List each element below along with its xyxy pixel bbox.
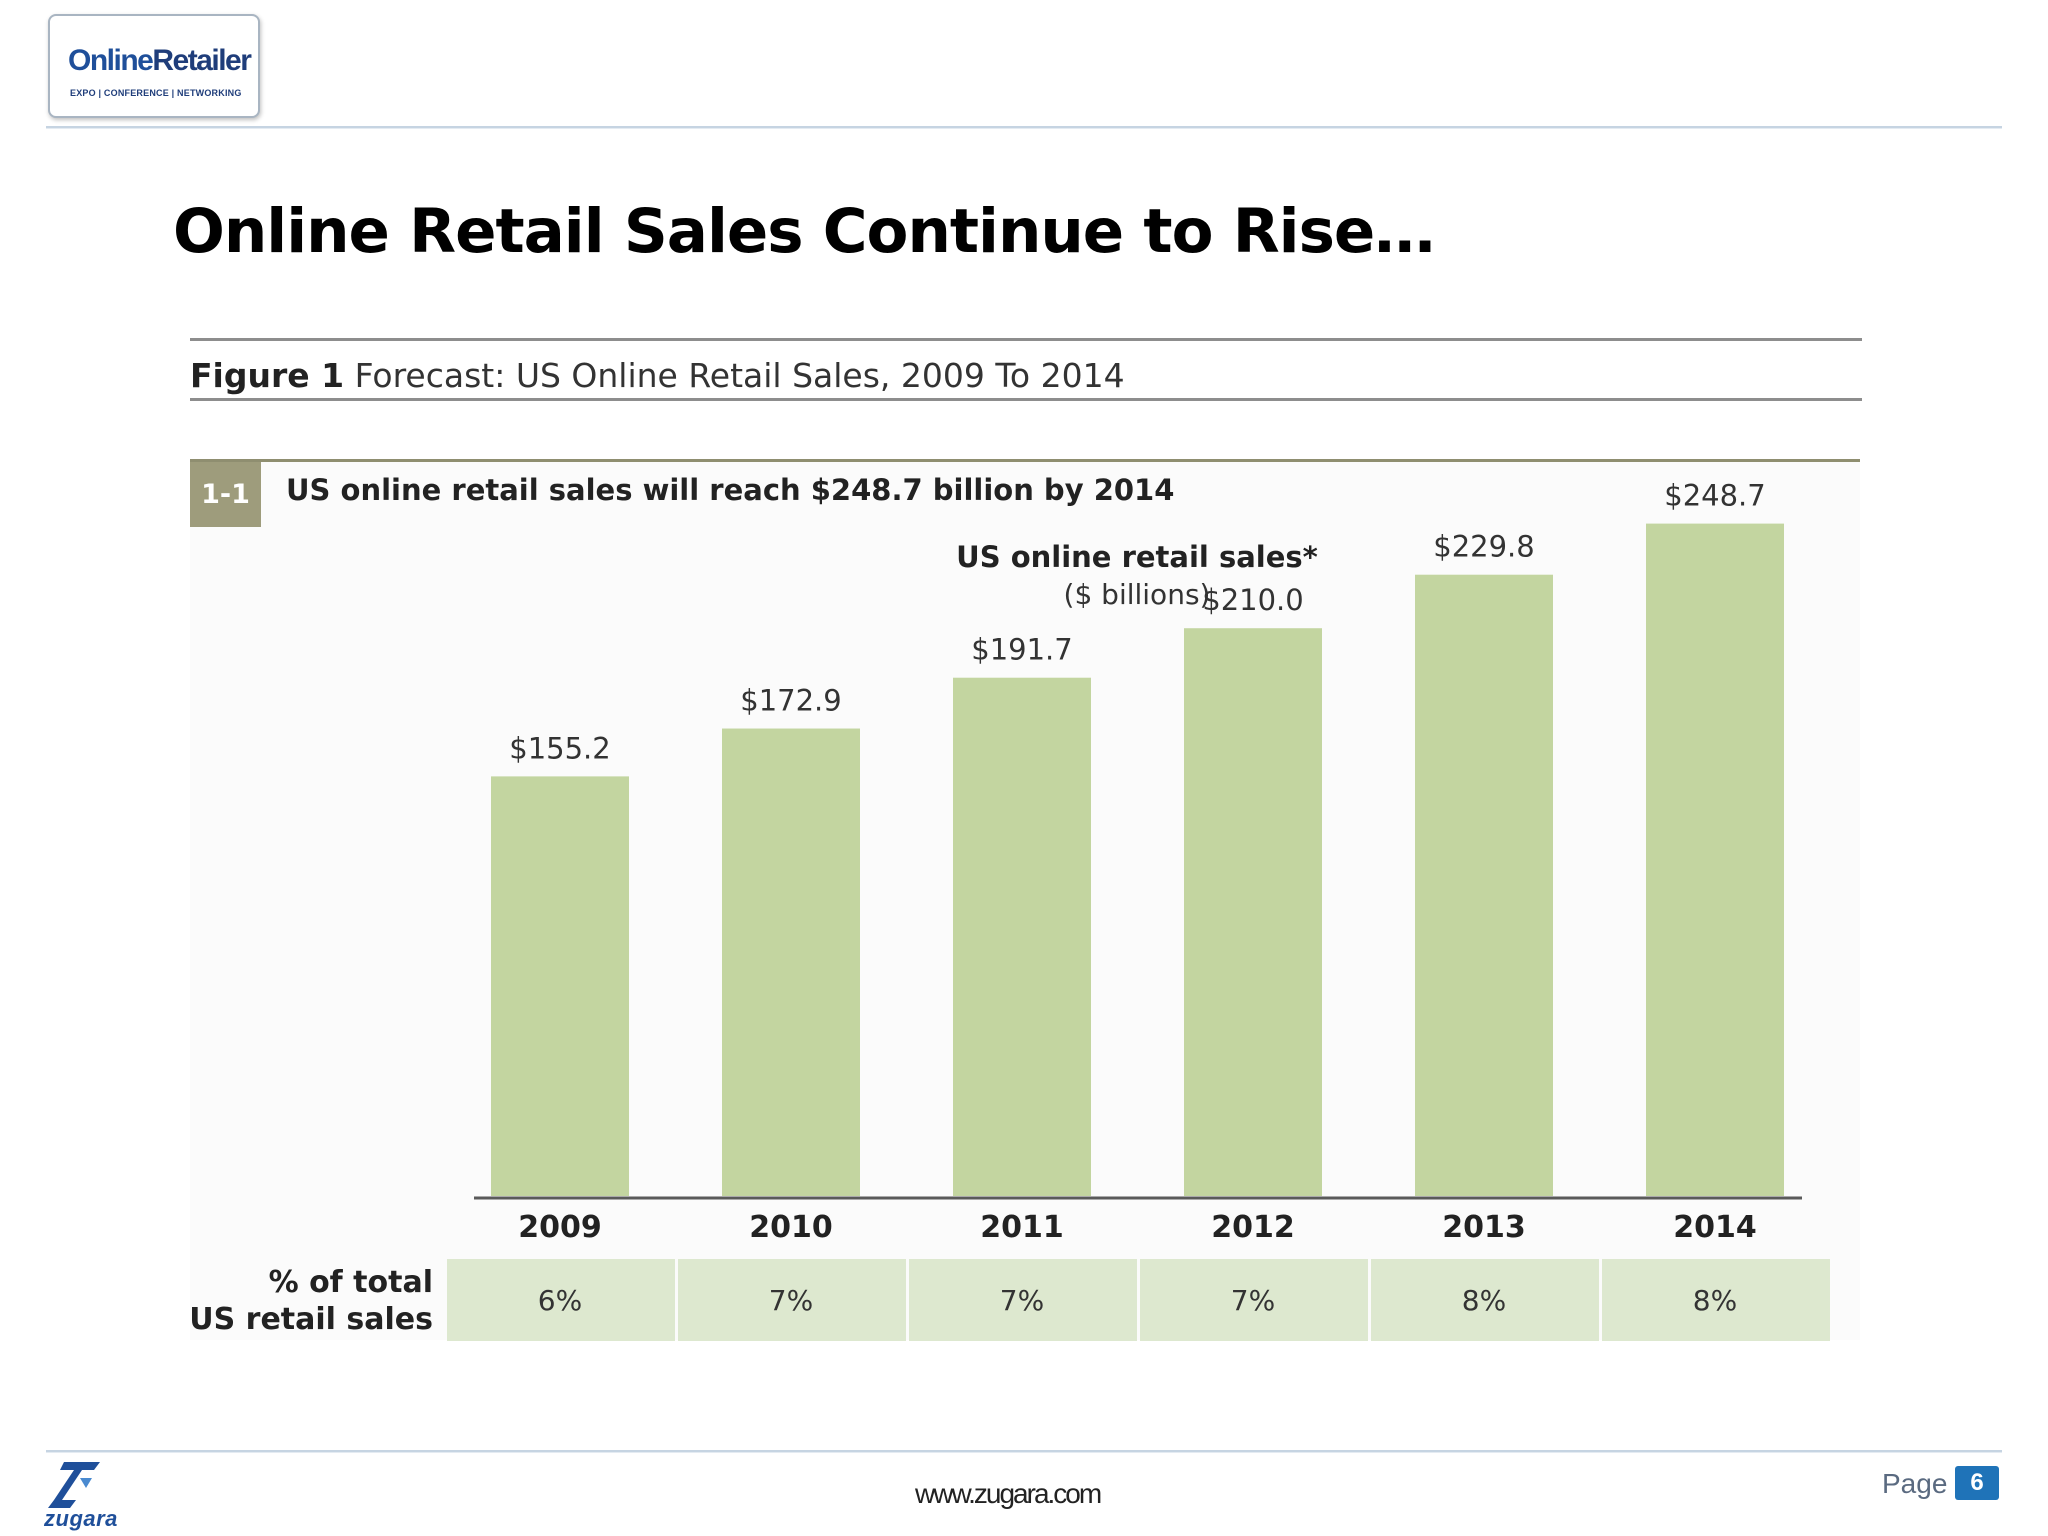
bar-2011: [953, 677, 1091, 1196]
bar-value-label-2014: $248.7: [1664, 479, 1765, 513]
share-table: 6% 7% 7% 7% 8% 8%: [447, 1259, 1830, 1341]
figure-label: Figure 1: [190, 356, 345, 395]
figure-top-rule: [190, 338, 1862, 341]
bar-2010: [722, 728, 860, 1196]
figure-caption-text: Forecast: US Online Retail Sales, 2009 T…: [354, 356, 1125, 395]
share-table-cell-2009: [447, 1259, 675, 1341]
table-row-label-line1: % of total: [269, 1265, 433, 1300]
bar-value-label-2013: $229.8: [1433, 530, 1534, 564]
share-table-cell-2014: [1602, 1259, 1830, 1341]
bar-2009: [491, 776, 629, 1196]
share-table-value-2011: 7%: [1000, 1284, 1044, 1317]
header-divider: [46, 126, 2002, 129]
table-row-label-line2: US retail sales: [189, 1302, 433, 1337]
bar-value-label-2009: $155.2: [509, 731, 610, 765]
share-table-cell-2011: [909, 1259, 1137, 1341]
bar-series: $155.2 $172.9 $191.7 $210.0 $229.8 $248.7: [491, 479, 1784, 1196]
slide-title: Online Retail Sales Continue to Rise…: [173, 196, 1435, 267]
share-table-value-2012: 7%: [1231, 1284, 1275, 1317]
x-tick-label-2009: 2009: [518, 1210, 602, 1245]
bar-2014: [1646, 523, 1784, 1196]
bar-value-label-2011: $191.7: [971, 633, 1072, 667]
chart-title: US online retail sales*: [956, 540, 1318, 574]
zugara-wordmark: zugara: [44, 1506, 118, 1531]
x-axis-ticks: 2009 2010 2011 2012 2013 2014: [518, 1210, 1757, 1245]
footer-divider: [46, 1450, 2002, 1453]
x-tick-label-2014: 2014: [1673, 1210, 1757, 1245]
online-retailer-logo: OnlineRetailer EXPO | CONFERENCE | NETWO…: [48, 14, 260, 118]
share-table-value-2010: 7%: [769, 1284, 813, 1317]
logo-wordmark-retailer: Retailer: [152, 44, 252, 77]
bar-2012: [1184, 628, 1322, 1196]
figure-caption: Figure 1 Forecast: US Online Retail Sale…: [190, 356, 1125, 395]
bar-chart: US online retail sales* ($ billions) $15…: [189, 479, 1830, 1341]
zugara-logo-icon: [48, 1462, 100, 1508]
share-table-value-2014: 8%: [1693, 1284, 1737, 1317]
chart-units: ($ billions): [1064, 578, 1211, 611]
bar-value-label-2012: $210.0: [1202, 583, 1303, 617]
share-table-value-2009: 6%: [538, 1284, 582, 1317]
chart-panel-rule: [190, 459, 1860, 462]
logo-wordmark-online: Online: [68, 44, 154, 77]
share-table-cell-2010: [678, 1259, 906, 1341]
x-tick-label-2011: 2011: [980, 1210, 1064, 1245]
bar-value-label-2010: $172.9: [740, 684, 841, 718]
share-table-cell-2013: [1371, 1259, 1599, 1341]
share-table-value-2013: 8%: [1462, 1284, 1506, 1317]
footer-url[interactable]: www.zugara.com: [915, 1478, 1102, 1509]
bar-2013: [1415, 574, 1553, 1196]
logo-tagline: EXPO | CONFERENCE | NETWORKING: [70, 88, 242, 98]
x-tick-label-2013: 2013: [1442, 1210, 1526, 1245]
figure-bottom-rule: [190, 398, 1862, 401]
share-table-cell-2012: [1140, 1259, 1368, 1341]
chart-subtitle: US online retail sales will reach $248.7…: [286, 473, 1175, 507]
chart-badge: 1-1: [190, 462, 261, 527]
x-tick-label-2010: 2010: [749, 1210, 833, 1245]
logo-wordmark: OnlineRetailer: [68, 44, 252, 77]
page-label: Page: [1882, 1468, 1948, 1499]
x-tick-label-2012: 2012: [1211, 1210, 1295, 1245]
page-number-badge: 6: [1955, 1466, 1999, 1500]
